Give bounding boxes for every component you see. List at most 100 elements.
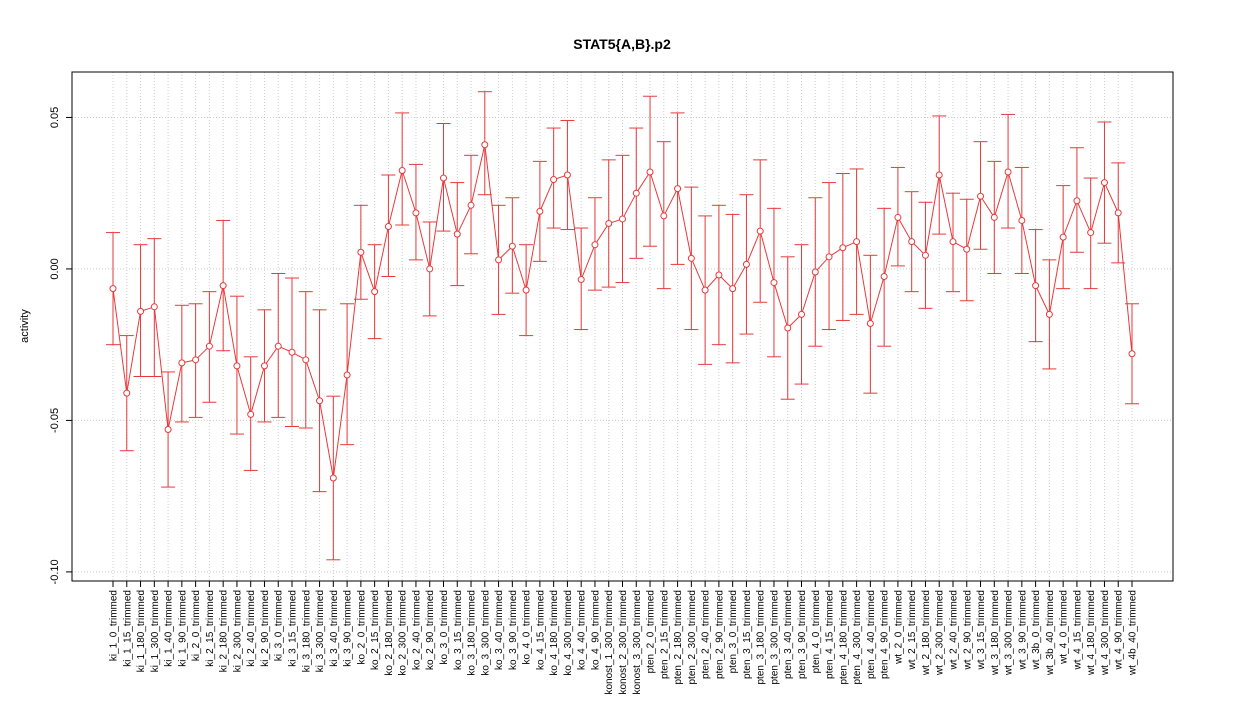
x-tick-label: pten_2_0_trimmed bbox=[646, 590, 657, 673]
series-segment bbox=[456, 205, 472, 235]
series-segment bbox=[690, 258, 706, 291]
data-point bbox=[178, 359, 186, 367]
x-tick-label: konost_2_300_trimmed bbox=[618, 590, 629, 695]
x-tick-label: ki_2_40_trimmed bbox=[246, 590, 257, 667]
x-tick-label: pten_4_40_trimmed bbox=[866, 590, 877, 679]
series-segment bbox=[222, 285, 238, 366]
data-point bbox=[935, 171, 943, 179]
data-point bbox=[660, 212, 668, 220]
data-point bbox=[1018, 216, 1026, 224]
x-tick-label: wt_4_300_trimmed bbox=[1100, 590, 1111, 676]
x-tick-label: ko_2_90_trimmed bbox=[425, 590, 436, 670]
y-tick-label: 0.00 bbox=[49, 258, 61, 279]
x-tick-label: ko_3_180_trimmed bbox=[467, 590, 478, 676]
series-segment bbox=[1007, 171, 1023, 221]
y-tick-label: 0.05 bbox=[49, 107, 61, 128]
x-tick-label: ko_4_90_trimmed bbox=[590, 590, 601, 670]
series-segment bbox=[332, 374, 348, 479]
x-tick-label: ko_4_40_trimmed bbox=[577, 590, 588, 670]
x-tick-label: pten_2_40_trimmed bbox=[701, 590, 712, 679]
x-tick-label: ki_2_15_trimmed bbox=[205, 590, 216, 667]
x-tick-label: pten_3_300_trimmed bbox=[769, 590, 780, 685]
x-tick-label: wt_2_90_trimmed bbox=[962, 590, 973, 670]
x-axis: ki_1_0_trimmed ki_1_15_trimmed ki_1_180_tr… bbox=[109, 580, 1139, 695]
x-tick-label: ko_2_300_trimmed bbox=[398, 590, 409, 676]
data-point bbox=[687, 254, 695, 262]
x-tick-label: pten_4_90_trimmed bbox=[880, 590, 891, 679]
x-tick-label: pten_4_300_trimmed bbox=[852, 590, 863, 685]
data-point bbox=[260, 362, 268, 370]
x-tick-label: wt_4_15_trimmed bbox=[1072, 590, 1083, 670]
data-point bbox=[1100, 179, 1108, 187]
data-point bbox=[729, 285, 737, 293]
series-segment bbox=[649, 171, 665, 217]
data-point bbox=[715, 271, 723, 279]
data-point bbox=[646, 168, 654, 176]
x-tick-label: pten_2_180_trimmed bbox=[673, 590, 684, 685]
data-point bbox=[839, 244, 847, 252]
data-point bbox=[233, 362, 241, 370]
data-point bbox=[316, 397, 324, 405]
x-tick-label: konost_1_300_trimmed bbox=[604, 590, 615, 695]
x-tick-label: pten_4_180_trimmed bbox=[838, 590, 849, 685]
x-tick-label: ko_2_15_trimmed bbox=[370, 590, 381, 670]
x-tick-label: pten_2_15_trimmed bbox=[659, 590, 670, 679]
x-tick-label: pten_3_0_trimmed bbox=[728, 590, 739, 673]
x-tick-label: wt_2_40_trimmed bbox=[948, 590, 959, 670]
x-tick-label: pten_2_90_trimmed bbox=[714, 590, 725, 679]
series-segment bbox=[897, 217, 913, 242]
x-tick-label: wt_4_0_trimmed bbox=[1059, 590, 1070, 665]
data-point bbox=[866, 319, 874, 327]
data-points bbox=[109, 141, 1136, 482]
data-point bbox=[288, 348, 296, 356]
series-segment bbox=[622, 192, 637, 220]
data-point bbox=[977, 192, 985, 200]
series-segment bbox=[374, 226, 389, 292]
x-tick-label: wt_3_180_trimmed bbox=[990, 590, 1001, 676]
series-segment bbox=[938, 174, 954, 242]
x-tick-label: ki_1_15_trimmed bbox=[122, 590, 133, 667]
series-segment bbox=[1104, 182, 1119, 214]
series-segment bbox=[208, 285, 224, 347]
x-tick-label: ko_3_0_trimmed bbox=[439, 590, 450, 664]
series-segment bbox=[470, 144, 486, 206]
x-tick-label: wt_3_90_trimmed bbox=[1017, 590, 1028, 670]
data-point bbox=[1045, 310, 1053, 318]
x-tick-label: ko_2_180_trimmed bbox=[384, 590, 395, 676]
series-segment bbox=[443, 177, 458, 235]
series-segment bbox=[566, 174, 582, 280]
series-segment bbox=[401, 170, 417, 214]
series-segment bbox=[319, 400, 334, 479]
x-tick-label: ko_3_15_trimmed bbox=[453, 590, 464, 670]
series-segment bbox=[484, 144, 500, 260]
series-segment bbox=[993, 171, 1009, 218]
x-tick-label: ko_3_90_trimmed bbox=[508, 590, 519, 670]
series-segment bbox=[732, 264, 747, 289]
x-tick-label: wt_4b_40_trimmed bbox=[1128, 590, 1139, 676]
data-point bbox=[536, 207, 544, 215]
series-segment bbox=[167, 362, 183, 430]
series-segment bbox=[305, 359, 321, 401]
x-tick-label: ki_3_0_trimmed bbox=[274, 590, 285, 661]
x-tick-label: ko_2_40_trimmed bbox=[411, 590, 422, 670]
series-segment bbox=[980, 195, 995, 218]
x-tick-label: ko_4_300_trimmed bbox=[563, 590, 574, 676]
data-point bbox=[219, 282, 227, 290]
series-segment bbox=[883, 217, 899, 277]
x-tick-label: wt_3b_0_trimmed bbox=[1031, 590, 1042, 670]
data-point bbox=[853, 238, 861, 246]
data-point bbox=[990, 213, 998, 221]
x-tick-label: ki_3_180_trimmed bbox=[301, 590, 312, 672]
series-segment bbox=[429, 177, 444, 270]
x-tick-label: wt_2_0_trimmed bbox=[893, 590, 904, 665]
data-point bbox=[908, 238, 916, 246]
data-point bbox=[522, 286, 530, 294]
series-segment bbox=[112, 288, 128, 394]
series-segment bbox=[856, 241, 871, 324]
data-point bbox=[591, 241, 599, 249]
series-segment bbox=[539, 179, 555, 212]
data-point bbox=[1073, 197, 1081, 205]
x-tick-label: pten_2_300_trimmed bbox=[687, 590, 698, 685]
x-tick-label: wt_2_15_trimmed bbox=[907, 590, 918, 670]
